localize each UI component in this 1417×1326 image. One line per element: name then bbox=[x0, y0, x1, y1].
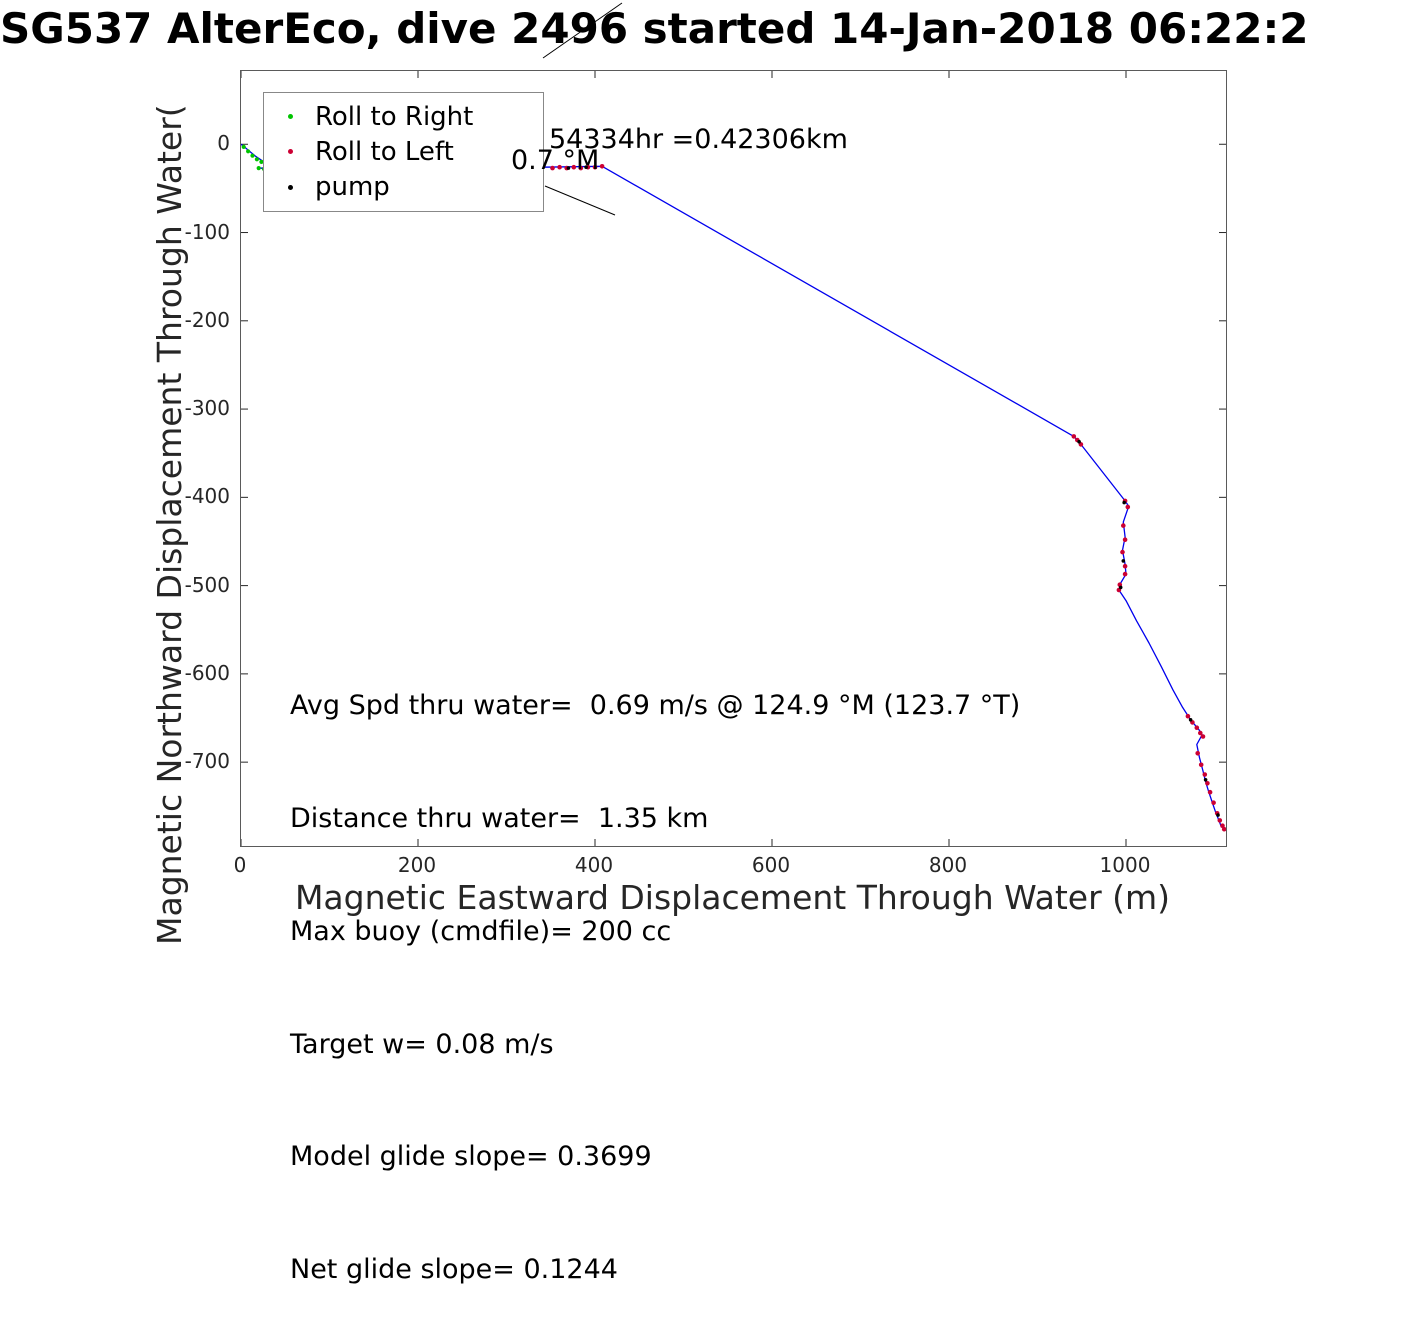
legend-row-roll-to-left: Roll to Left bbox=[264, 134, 543, 169]
legend-row-roll-to-right: Roll to Right bbox=[264, 99, 543, 134]
x-tick-label: 800 bbox=[928, 853, 968, 877]
x-tick-label: 600 bbox=[751, 853, 791, 877]
legend-label: Roll to Right bbox=[315, 101, 474, 132]
x-tick-label: 200 bbox=[397, 853, 437, 877]
surface-drift-annotation: 54334hr =0.42306km bbox=[549, 124, 848, 155]
x-tick-label: 1000 bbox=[1099, 853, 1151, 877]
pump-marker-icon bbox=[288, 184, 293, 190]
stat-model-glide: Model glide slope= 0.3699 bbox=[290, 1141, 652, 1173]
dive-track-chart bbox=[241, 71, 1226, 846]
y-tick-label: -100 bbox=[184, 219, 230, 244]
legend: Roll to Right Roll to Left pump bbox=[263, 92, 544, 212]
roll-right-marker-icon bbox=[288, 114, 293, 120]
stat-target-w: Target w= 0.08 m/s bbox=[290, 1028, 554, 1060]
y-tick-label: -300 bbox=[184, 396, 230, 421]
y-tick-label: -700 bbox=[184, 749, 230, 774]
legend-label: pump bbox=[315, 172, 390, 203]
dive-stats-block: Avg Spd thru water= 0.69 m/s @ 124.9 °M … bbox=[290, 612, 1020, 1326]
figure-title: SG537 AlterEco, dive 2496 started 14-Jan… bbox=[0, 4, 1309, 53]
x-tick-label: 400 bbox=[574, 853, 614, 877]
y-tick-label: -400 bbox=[184, 484, 230, 509]
y-tick-label: -600 bbox=[184, 660, 230, 685]
legend-row-pump: pump bbox=[264, 170, 543, 205]
legend-label: Roll to Left bbox=[315, 136, 454, 167]
stat-distance: Distance thru water= 1.35 km bbox=[290, 802, 709, 834]
stat-max-buoy: Max buoy (cmdfile)= 200 cc bbox=[290, 915, 672, 947]
roll-left-marker-icon bbox=[288, 149, 293, 155]
stat-net-glide: Net glide slope= 0.1244 bbox=[290, 1254, 618, 1286]
y-tick-label: -500 bbox=[184, 572, 230, 597]
y-tick-label: -200 bbox=[184, 307, 230, 332]
y-tick-label: 0 bbox=[217, 131, 230, 156]
x-tick-label: 0 bbox=[233, 853, 247, 877]
x-axis-label: Magnetic Eastward Displacement Through W… bbox=[294, 878, 1171, 917]
stat-avg-speed: Avg Spd thru water= 0.69 m/s @ 124.9 °M … bbox=[290, 690, 1021, 722]
heading-annotation: 0.7 °M bbox=[511, 145, 600, 176]
